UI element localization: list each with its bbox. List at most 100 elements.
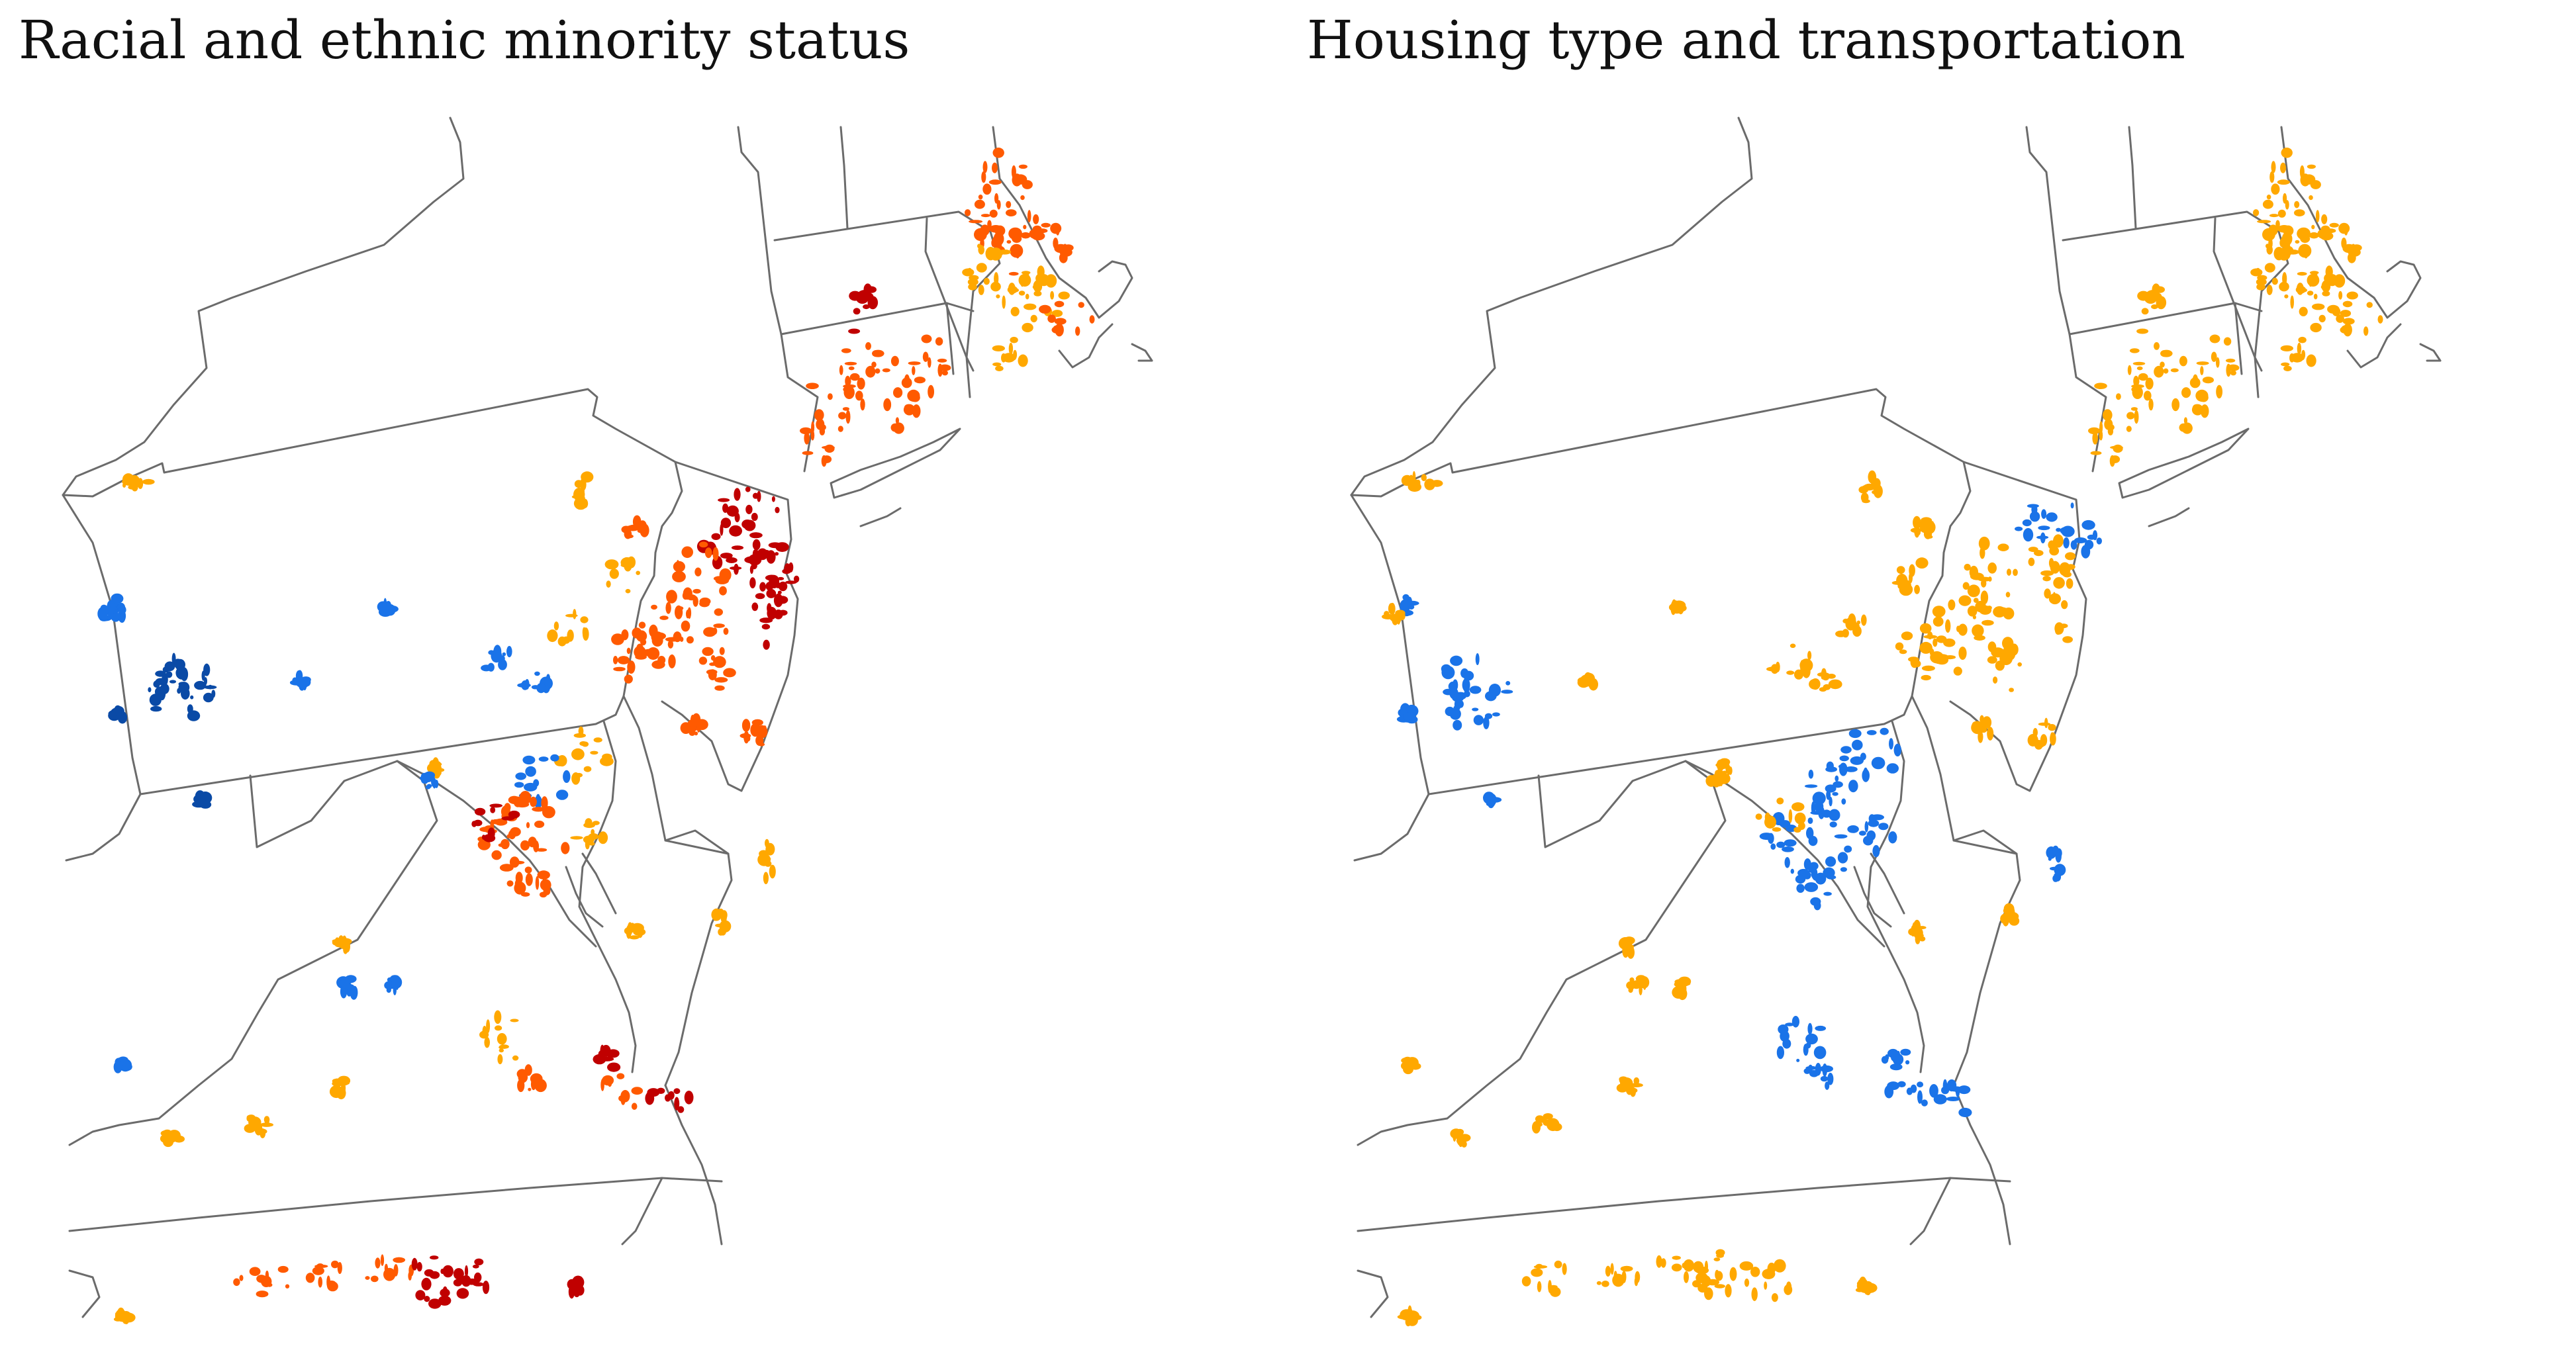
tract-patch [985,247,996,261]
tract-patch [424,1296,430,1302]
tract-patch [582,627,586,637]
tract-patch [802,451,814,455]
tract-patch [1020,275,1025,287]
tract-patch [2090,451,2102,455]
tract-patch [726,557,738,563]
tract-patch [1987,656,1997,664]
tract-patch [1078,302,1084,308]
tract-patch [692,596,698,607]
tract-patch [1677,601,1684,615]
tract-patch [784,563,790,574]
tract-patch [2036,535,2049,539]
tract-patch [1431,480,1443,487]
tract-patch [430,1255,439,1260]
tract-patch [631,1087,644,1095]
tract-patch [1416,479,1421,488]
tract-patch [1864,821,1869,833]
tract-patch [173,658,183,668]
map-panel-racial-ethnic: Racial and ethnic minority status [19,9,1153,1324]
tract-patch [2129,348,2140,353]
tract-patch [922,351,929,362]
tract-patch [2061,525,2075,537]
tract-patch [574,480,583,488]
tract-patch [2277,179,2290,185]
tract-patch [592,821,600,825]
tract-patch [1020,195,1025,201]
tract-patch [981,171,986,183]
tract-patch [1820,1075,1829,1082]
tract-patch [659,615,669,620]
tract-patch [2092,431,2098,445]
tract-patch [1483,716,1490,729]
tract-patch [1827,875,1837,880]
tract-patch [508,810,520,819]
tract-patch [912,366,916,375]
tract-patch [528,1087,532,1091]
tract-patch [1908,928,1918,936]
tract-patch [1962,582,1970,590]
tract-patch [1978,536,1990,551]
tract-patch [904,374,910,388]
tract-patch [1825,856,1837,867]
tract-patch [987,220,992,229]
tract-patch [992,162,998,173]
tract-patch [1835,630,1846,637]
tract-patch [1469,686,1482,694]
tract-patch [2009,688,2014,692]
tract-patch [1822,809,1832,818]
tract-patch [246,1116,252,1122]
tract-patch [1817,672,1830,677]
tract-patch [1829,821,1837,828]
tract-patch [668,654,676,668]
tract-patch [489,803,502,808]
tract-patch [1848,613,1856,627]
tract-patch [996,294,1000,298]
panel-title: Housing type and transportation [1307,9,2185,71]
tract-patch [97,606,108,621]
tract-patch [524,782,538,792]
tract-patch [162,674,167,678]
tract-patch [495,818,508,826]
tract-patch [865,365,876,378]
tract-patch [895,417,899,424]
tract-patch [636,925,644,938]
tract-patch [778,610,788,616]
tract-patch [573,733,586,738]
tract-patch [2074,537,2087,543]
tract-patch [647,1088,660,1097]
tract-patch [2266,195,2271,200]
tract-patch [1012,234,1022,243]
panel-title: Racial and ethnic minority status [19,9,910,71]
tract-patch [318,1277,323,1288]
tract-patch [777,590,782,594]
tract-patch [508,830,516,840]
tract-patch [1492,712,1500,717]
tract-patch [1805,1033,1818,1045]
tract-patch [1885,1054,1889,1061]
tract-patch [1605,1265,1611,1277]
tract-patch [1023,224,1027,230]
tract-patch [636,570,640,575]
tract-patch [967,267,972,274]
tract-patch [843,384,856,388]
tract-patch [1596,1281,1601,1285]
tract-patch [603,758,613,762]
tract-patch [616,1073,625,1079]
tract-patch [2336,314,2344,323]
tract-patch [608,1079,612,1087]
tract-patch [1776,841,1786,848]
tract-patch [171,653,176,665]
tract-patch [555,790,569,800]
tract-patch [763,872,769,885]
tract-patch [2022,519,2032,527]
tract-patch [976,263,987,273]
tract-patch [741,719,751,732]
tract-patch [1804,882,1819,892]
tract-patch [519,791,532,805]
tract-patch [745,504,753,514]
tract-patch [204,685,217,690]
tract-patch [1917,1090,1923,1104]
tract-patch [904,404,912,412]
tract-patch [843,386,855,399]
tract-patch [1865,1287,1872,1296]
